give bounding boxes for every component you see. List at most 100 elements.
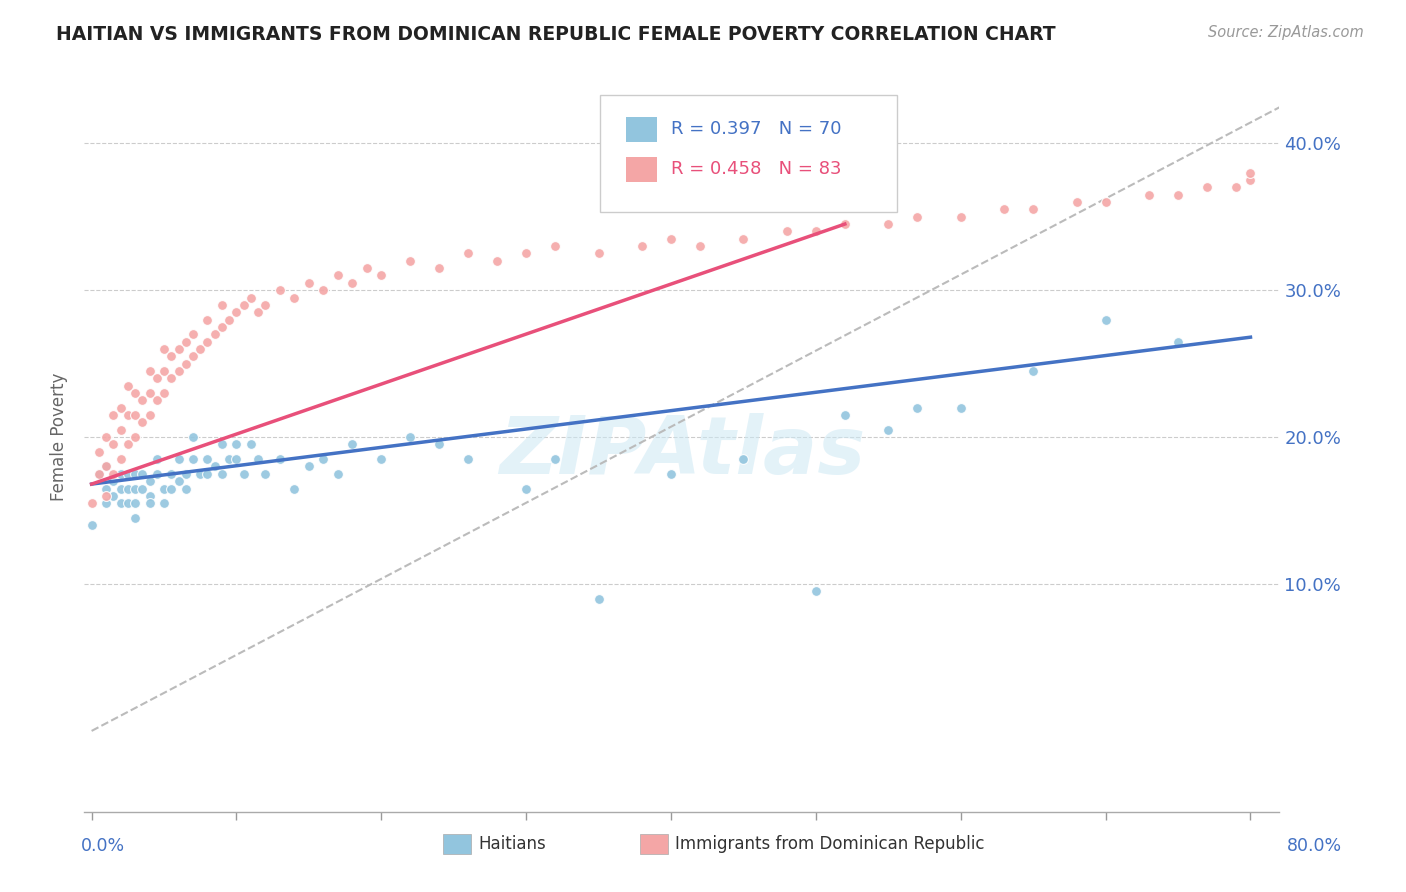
Point (1137, 187, 1160, 202)
Point (225, 305, 247, 319)
Point (138, 474, 160, 488)
Point (225, 452, 247, 467)
Point (117, 378, 139, 392)
Point (103, 474, 125, 488)
Point (1239, 173, 1261, 187)
Point (342, 437, 364, 451)
Point (486, 253, 509, 268)
Point (117, 467, 139, 481)
Point (110, 496, 132, 510)
Point (146, 393, 169, 408)
Point (87, 467, 110, 481)
Point (138, 496, 160, 510)
Point (138, 408, 160, 422)
Point (153, 482, 176, 496)
Point (117, 496, 139, 510)
Point (138, 489, 160, 503)
Point (1022, 364, 1045, 378)
Point (457, 246, 479, 260)
Point (117, 482, 139, 496)
Point (131, 467, 153, 481)
Point (776, 224, 799, 238)
Point (877, 217, 900, 231)
Point (181, 452, 204, 467)
Point (131, 482, 153, 496)
Point (103, 467, 125, 481)
Point (110, 423, 132, 437)
Point (124, 496, 146, 510)
Point (211, 437, 233, 451)
Point (160, 482, 183, 496)
Point (239, 291, 262, 305)
Point (399, 253, 422, 268)
Point (298, 276, 321, 290)
Point (254, 467, 277, 481)
Point (427, 437, 450, 451)
Point (124, 482, 146, 496)
Point (94, 459, 117, 474)
Point (370, 268, 392, 283)
Point (283, 482, 305, 496)
Point (1167, 334, 1189, 349)
Point (689, 239, 711, 253)
Point (588, 246, 610, 260)
Point (1195, 180, 1218, 194)
Point (117, 408, 139, 422)
Point (138, 364, 160, 378)
Point (905, 401, 928, 415)
Point (326, 268, 349, 283)
Text: 0.0%: 0.0% (80, 837, 125, 855)
Text: R = 0.458   N = 83: R = 0.458 N = 83 (671, 161, 841, 178)
Y-axis label: Female Poverty: Female Poverty (51, 373, 69, 501)
Point (110, 467, 132, 481)
Point (174, 357, 197, 371)
Point (110, 482, 132, 496)
Point (124, 467, 146, 481)
Point (1094, 312, 1116, 326)
Point (146, 467, 169, 481)
Point (631, 239, 654, 253)
Point (733, 452, 755, 467)
Point (181, 327, 204, 342)
Point (515, 482, 537, 496)
Point (877, 423, 900, 437)
Point (1022, 202, 1045, 217)
Point (124, 430, 146, 444)
Point (146, 371, 169, 385)
Point (174, 482, 197, 496)
Point (197, 334, 219, 349)
Point (197, 467, 219, 481)
Point (197, 452, 219, 467)
Point (110, 401, 132, 415)
Text: Immigrants from Dominican Republic: Immigrants from Dominican Republic (675, 835, 984, 853)
Point (515, 246, 537, 260)
Text: Source: ZipAtlas.com: Source: ZipAtlas.com (1208, 25, 1364, 40)
Point (342, 276, 364, 290)
Point (94, 482, 117, 496)
Point (174, 334, 197, 349)
Point (167, 474, 190, 488)
Point (659, 467, 682, 481)
Text: R = 0.397   N = 70: R = 0.397 N = 70 (671, 120, 841, 138)
Point (160, 467, 183, 481)
Point (269, 452, 291, 467)
Point (298, 459, 321, 474)
Point (153, 342, 176, 356)
Point (117, 437, 139, 451)
Point (1225, 180, 1247, 194)
Point (804, 584, 827, 599)
Point (370, 452, 392, 467)
Point (94, 459, 117, 474)
Point (326, 467, 349, 481)
Point (124, 511, 146, 525)
Point (399, 430, 422, 444)
Point (588, 591, 610, 606)
Point (94, 430, 117, 444)
Point (834, 217, 856, 231)
Point (949, 210, 972, 224)
Point (544, 239, 567, 253)
Text: 80.0%: 80.0% (1286, 837, 1343, 855)
Point (103, 437, 125, 451)
Point (160, 349, 183, 363)
Point (188, 342, 211, 356)
